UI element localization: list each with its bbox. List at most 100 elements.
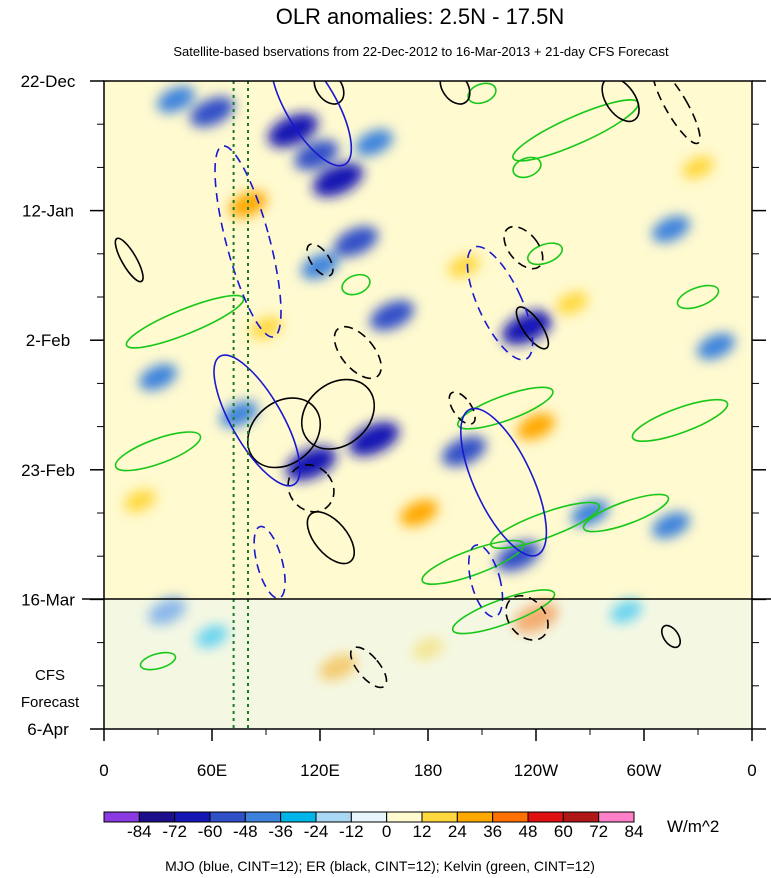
er-contour: [246, 397, 322, 469]
mjo-contour: [466, 245, 534, 361]
colorbar-swatch: [138, 811, 176, 823]
anomaly-cell: [495, 541, 541, 572]
anomaly-cell: [312, 162, 364, 197]
er-contour: [503, 225, 544, 270]
kelvin-contour: [451, 589, 556, 635]
x-tick-label: 120E: [300, 761, 340, 780]
chart-title: OLR anomalies: 2.5N - 17.5N: [276, 4, 565, 29]
anomaly-cell: [348, 421, 400, 456]
colorbar-swatch: [315, 811, 352, 823]
anomaly-cell: [319, 654, 357, 681]
er-contour: [300, 378, 376, 450]
anomaly-cell: [139, 364, 177, 391]
reference-lines: [232, 81, 249, 729]
colorbar-swatch: [598, 811, 635, 823]
kelvin-contour: [114, 431, 202, 472]
er-contour: [114, 237, 144, 283]
anomaly-cell: [124, 489, 156, 512]
anomaly-cell: [267, 113, 319, 148]
contour-legend: MJO (blue, CINT=12); ER (black, CINT=12)…: [165, 858, 595, 874]
forecast-label-forecast: Forecast: [21, 694, 80, 711]
colorbar-tick-label: -84: [127, 822, 152, 841]
x-tick-label: 60W: [627, 761, 662, 780]
colorbar-tick-label: 48: [519, 822, 538, 841]
y-tick-label: 6-Apr: [27, 720, 69, 739]
anomaly-cell: [652, 215, 690, 243]
anomaly-cell: [196, 625, 228, 648]
colorbar-unit: W/m^2: [667, 817, 719, 836]
y-tick-label: 23-Feb: [21, 461, 75, 480]
anomaly-cell: [652, 512, 690, 539]
x-tick-label: 0: [99, 761, 108, 780]
mjo-contour: [460, 407, 548, 557]
kelvin-contour: [676, 284, 720, 310]
anomaly-cell: [448, 254, 480, 278]
colorbar-swatch: [103, 811, 140, 823]
kelvin-contour: [341, 273, 371, 296]
er-contour: [333, 325, 382, 380]
colorbar-tick-label: -48: [233, 822, 258, 841]
colorbar-tick-label: 84: [625, 822, 644, 841]
er-contour: [448, 391, 476, 425]
colorbar-tick-label: 0: [382, 822, 391, 841]
y-tick-label: 22-Dec: [21, 72, 76, 91]
anomaly-cell: [157, 86, 195, 113]
anomaly-cell: [369, 300, 415, 331]
er-contour: [515, 306, 550, 350]
er-contour: [652, 81, 701, 145]
er-contours: [114, 81, 701, 689]
x-tick-label: 0: [747, 761, 756, 780]
er-contour: [306, 243, 334, 277]
er-contour: [439, 81, 471, 105]
colorbar-tick-label: 24: [448, 822, 467, 841]
mjo-contour: [269, 81, 353, 167]
colorbar-swatch: [456, 811, 494, 823]
er-contour: [601, 81, 640, 123]
colorbar-swatch: [174, 811, 211, 823]
kelvin-contour: [512, 156, 542, 179]
colorbar-tick-label: 36: [483, 822, 502, 841]
mjo-contour: [253, 525, 286, 600]
anomaly-cell: [189, 96, 235, 127]
anomaly-cell: [333, 226, 379, 257]
anomaly-cell: [400, 499, 438, 527]
er-contour: [660, 624, 682, 649]
plot-area: [104, 81, 752, 729]
x-tick-label: 180: [414, 761, 442, 780]
colorbar-swatch: [350, 811, 388, 823]
anomaly-cell: [556, 291, 588, 315]
colorbar-swatch: [209, 811, 246, 823]
x-tick-label: 60E: [197, 761, 227, 780]
y-axis: 22-Dec 12-Jan 2-Feb 23-Feb 16-Mar 6-Apr: [21, 72, 766, 739]
anomaly-cell: [412, 637, 444, 661]
er-contour: [313, 81, 345, 105]
kelvin-contour: [489, 501, 601, 550]
anomaly-cell: [355, 129, 393, 156]
er-contour: [349, 646, 388, 689]
anomaly-cell: [148, 598, 186, 625]
y-tick-label: 16-Mar: [21, 590, 75, 609]
plot-background: [104, 81, 752, 729]
x-tick-label: 120W: [514, 761, 558, 780]
chart-subtitle: Satellite-based bservations from 22-Dec-…: [173, 44, 669, 59]
colorbar-swatch: [492, 811, 529, 823]
anomaly-cell: [610, 600, 642, 624]
colorbar-tick-label: 60: [554, 822, 573, 841]
colorbar-tick-label: 72: [589, 822, 608, 841]
mjo-contour: [213, 354, 301, 487]
anomaly-layer: [124, 86, 735, 681]
colorbar-swatch: [421, 811, 458, 823]
y-tick-label: 12-Jan: [22, 202, 74, 221]
kelvin-contour: [457, 386, 554, 430]
kelvin-contour: [631, 398, 729, 443]
anomaly-cell: [220, 401, 258, 428]
x-axis: 0 60E 120E 180 120W 60W 0: [99, 729, 757, 780]
kelvin-contour: [582, 493, 670, 533]
kelvin-contour: [139, 651, 177, 671]
colorbar-tick-label: -36: [268, 822, 293, 841]
colorbar-swatch: [562, 811, 600, 823]
anomaly-cell: [682, 156, 714, 179]
colorbar-swatch: [386, 811, 423, 823]
anomaly-cell: [250, 316, 282, 340]
